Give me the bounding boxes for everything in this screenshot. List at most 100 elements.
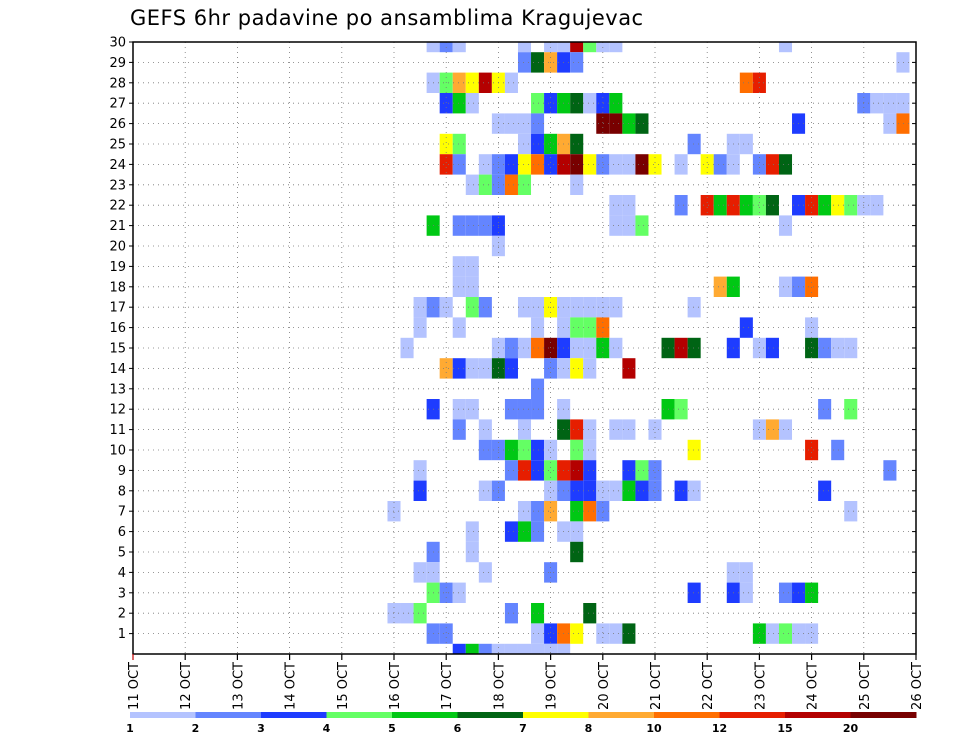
heatmap-cell [544, 93, 558, 114]
heatmap-cell [517, 337, 532, 359]
heatmap-cell [583, 93, 597, 114]
heatmap-cell [609, 215, 623, 236]
heatmap-cell [778, 154, 793, 175]
heatmap-cell [570, 521, 584, 542]
colorbar-label: 12 [712, 722, 727, 735]
heatmap-cell [583, 439, 597, 461]
heatmap-cell [504, 521, 518, 542]
heatmap-cell [439, 358, 453, 379]
colorbar-label: 6 [454, 722, 462, 735]
heatmap-cell [609, 195, 623, 216]
heatmap-cell [452, 317, 466, 338]
colorbar-segment [261, 712, 327, 718]
heatmap-cell [883, 93, 897, 114]
heatmap-cell [609, 623, 623, 644]
y-tick-label: 6 [118, 525, 126, 540]
heatmap-cell [504, 72, 518, 93]
heatmap-cell [531, 93, 545, 114]
heatmap-cell [765, 419, 779, 440]
heatmap-cell [531, 52, 545, 73]
heatmap-cell [596, 113, 610, 134]
heatmap-cell [818, 399, 832, 420]
heatmap-cell [504, 439, 518, 461]
y-tick-label: 15 [109, 342, 126, 357]
heatmap-cell [413, 603, 427, 624]
heatmap-cell [844, 399, 858, 420]
heatmap-cell [413, 480, 427, 501]
heatmap-cell [504, 603, 518, 624]
heatmap-cell [544, 439, 558, 461]
heatmap-cell [570, 174, 584, 195]
heatmap-cell [517, 521, 532, 542]
heatmap-cell [570, 52, 584, 73]
colorbar-label: 15 [777, 722, 792, 735]
y-tick-label: 27 [109, 97, 126, 112]
heatmap-cell [778, 582, 793, 603]
heatmap-cell [465, 521, 479, 542]
heatmap-cell [531, 297, 545, 318]
heatmap-cell [687, 480, 701, 501]
colorbar-segment [457, 712, 524, 718]
colorbar: 1 2 3 4 5 6 7 8 10 12 15 20 [126, 712, 917, 735]
heatmap-cell [531, 378, 545, 399]
x-tick-label: 22 OCT [701, 662, 716, 710]
heatmap-cell [570, 439, 584, 461]
heatmap-cell [635, 215, 649, 236]
heatmap-cell [517, 643, 532, 654]
heatmap-cell [739, 562, 753, 583]
heatmap-cell [544, 154, 558, 175]
y-tick-label: 8 [118, 484, 126, 499]
y-tick-label: 25 [109, 138, 126, 153]
heatmap-cell [635, 480, 649, 501]
heatmap-cell [544, 460, 558, 481]
heatmap-cell [648, 419, 662, 440]
heatmap-cell [517, 419, 532, 440]
heatmap-cell [452, 42, 466, 53]
x-tick-label: 19 OCT [545, 662, 560, 710]
heatmap-cell [570, 297, 584, 318]
colorbar-label: 20 [843, 722, 859, 735]
heatmap-cell [583, 154, 597, 175]
colorbar-label: 1 [126, 722, 134, 735]
heatmap-cell [478, 419, 492, 440]
heatmap-cell [465, 399, 479, 420]
heatmap-cell [765, 337, 779, 359]
heatmap-cell [818, 480, 832, 501]
heatmap-cell [752, 623, 766, 644]
heatmap-cell [452, 154, 466, 175]
heatmap-cell [544, 133, 558, 155]
heatmap-cell [739, 317, 753, 338]
heatmap-cell [609, 42, 623, 53]
heatmap-cell [687, 337, 701, 359]
heatmap-cell [583, 460, 597, 481]
heatmap-cell [739, 133, 753, 155]
y-tick-label: 2 [118, 607, 126, 622]
heatmap-cell [465, 215, 479, 236]
heatmap-cell [635, 460, 649, 481]
heatmap-cell [596, 93, 610, 114]
heatmap-cell [544, 501, 558, 522]
heatmap-cell [504, 154, 518, 175]
heatmap-cell [478, 358, 492, 379]
heatmap-cell [700, 195, 714, 216]
heatmap-cell [504, 113, 518, 134]
heatmap-cell [831, 337, 845, 359]
heatmap-cell [583, 358, 597, 379]
heatmap-cell [504, 643, 518, 654]
heatmap-cell [870, 195, 884, 216]
y-tick-label: 16 [109, 321, 126, 336]
x-tick-label: 17 OCT [440, 662, 455, 710]
y-tick-label: 30 [109, 36, 126, 51]
heatmap-cell [844, 337, 858, 359]
x-tick-label: 12 OCT [179, 662, 194, 710]
heatmap-cell [504, 399, 518, 420]
heatmap-cell [609, 154, 623, 175]
heatmap-cell [531, 521, 545, 542]
heatmap-cell [531, 337, 545, 359]
heatmap-cell [478, 643, 492, 654]
heatmap-cell [596, 480, 610, 501]
heatmap-cell [531, 501, 545, 522]
heatmap-cell [687, 439, 701, 461]
heatmap-cell [413, 317, 427, 338]
